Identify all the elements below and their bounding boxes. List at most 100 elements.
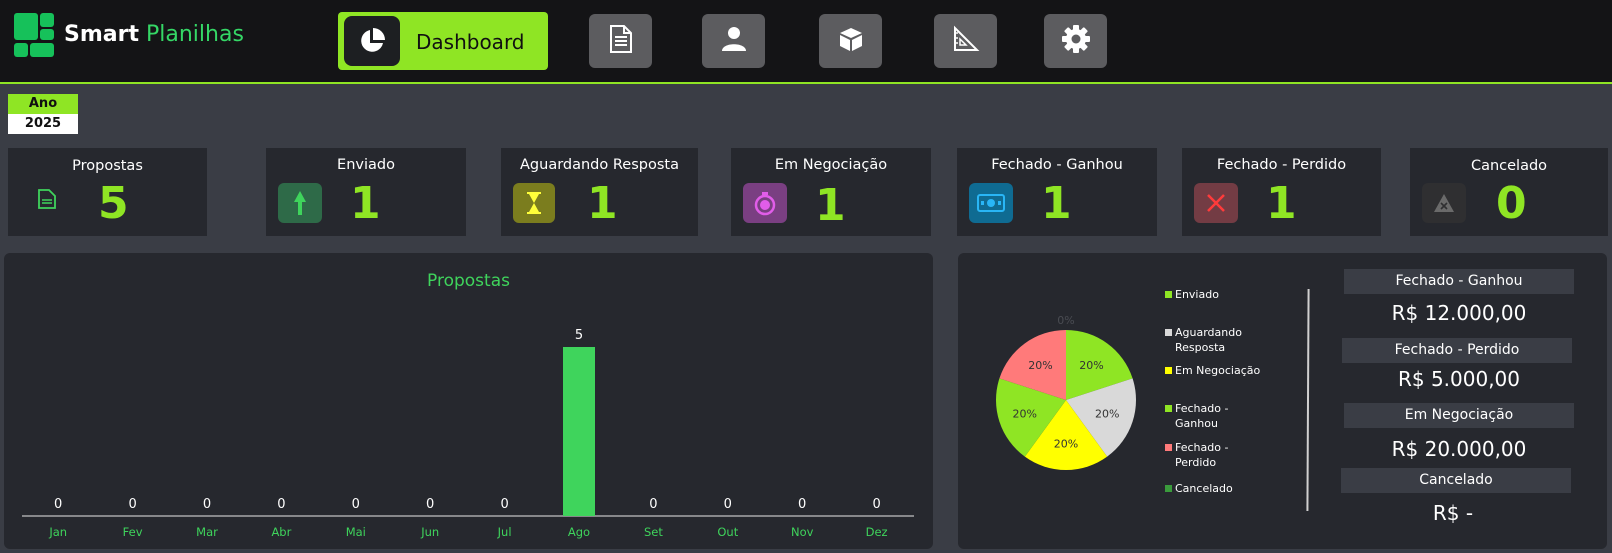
bar[interactable]	[563, 347, 595, 516]
x-tick-label: Jan	[48, 525, 67, 539]
legend-item: Em Negociação	[1165, 363, 1275, 378]
x-tick-label: Abr	[271, 525, 291, 539]
kpi-value: 1	[1041, 178, 1072, 229]
bar-value-label: 0	[798, 497, 806, 512]
legend-swatch	[1165, 485, 1172, 492]
stopwatch-icon	[743, 183, 787, 223]
legend-item: Cancelado	[1165, 481, 1275, 496]
box-icon	[838, 26, 864, 56]
x-tick-label: Nov	[791, 525, 814, 539]
kpi-label: Fechado - Perdido	[1216, 157, 1347, 173]
legend-label: Fechado - Ganhou	[1175, 402, 1229, 430]
year-filter-value[interactable]: 2025	[8, 114, 78, 134]
pie-slice[interactable]	[1066, 378, 1136, 457]
hourglass-icon	[513, 183, 555, 223]
nav-tools-button[interactable]	[934, 14, 997, 68]
bar-value-label: 0	[649, 497, 657, 512]
proposals-bar-chart-panel: Propostas 0 Jan 0 Fev 0 Mar 0 Abr 0 Mai 0 Jun 0 Jul 5 A…	[4, 253, 933, 549]
legend-swatch	[1165, 444, 1172, 451]
summary-header: Em Negociação	[1344, 403, 1574, 428]
legend-label: Fechado - Perdido	[1175, 441, 1229, 469]
divider	[1306, 288, 1310, 512]
logo-square	[14, 43, 28, 57]
kpi-label: Aguardando Resposta	[520, 157, 679, 173]
nav-settings-button[interactable]	[1044, 14, 1107, 68]
pie-data-label: 20%	[1054, 437, 1078, 450]
x-tick-label: Set	[644, 525, 663, 539]
kpi-card-cancelado: Cancelado 0	[1410, 148, 1608, 236]
nav-products-button[interactable]	[819, 14, 882, 68]
pie-slice[interactable]	[1024, 400, 1108, 470]
kpi-card-aguardando-resposta: Aguardando Resposta 1	[501, 148, 698, 236]
gear-icon	[1061, 24, 1091, 58]
year-filter-label: Ano	[8, 94, 78, 114]
brand-logo[interactable]: Smart Planilhas	[14, 13, 254, 59]
kpi-value: 1	[587, 178, 618, 229]
summary-value: R$ 20.000,00	[1391, 437, 1527, 461]
kpi-card-propostas: Propostas 5	[8, 148, 207, 236]
kpi-value: 1	[815, 180, 846, 231]
legend-label: Cancelado	[1175, 482, 1233, 495]
kpi-label: Cancelado	[1470, 158, 1548, 174]
pie-data-label: 20%	[1095, 407, 1119, 420]
x-tick-label: Out	[717, 525, 738, 539]
kpi-card-fechado-ganhou: Fechado - Ganhou 1	[957, 148, 1157, 236]
kpi-value: 5	[98, 178, 129, 229]
top-bar: Smart Planilhas Dashboard	[0, 0, 1612, 84]
bar-value-label: 0	[352, 497, 360, 512]
bar-value-label: 0	[724, 497, 732, 512]
x-tick-label: Mai	[346, 525, 366, 539]
kpi-card-em-negociacao: Em Negociação 1	[731, 148, 931, 236]
legend-swatch	[1165, 405, 1172, 412]
pie-slice[interactable]	[996, 378, 1066, 457]
kpi-value: 1	[1266, 178, 1297, 229]
nav-dashboard-button[interactable]: Dashboard	[338, 12, 548, 70]
status-pie-chart-panel: 20% 20% 20% 20% 20% 0% Enviado Aguardando Res…	[958, 253, 1607, 549]
nav-dashboard-label: Dashboard	[416, 30, 525, 54]
kpi-card-enviado: Enviado 1	[266, 148, 466, 236]
pie-slice[interactable]	[1066, 330, 1133, 400]
year-filter[interactable]: Ano 2025	[8, 94, 78, 134]
kpi-label: Em Negociação	[774, 157, 888, 173]
money-icon	[969, 183, 1013, 223]
bar-value-label: 0	[203, 497, 211, 512]
kpi-label: Enviado	[337, 157, 395, 173]
bar-value-label: 0	[500, 497, 508, 512]
chart-title: Propostas	[427, 271, 510, 291]
legend-swatch	[1165, 291, 1172, 298]
nav-clients-button[interactable]	[702, 14, 765, 68]
x-icon	[1194, 183, 1238, 223]
summary-header: Fechado - Perdido	[1342, 338, 1572, 363]
pie-chart: 20% 20% 20% 20% 20% 0%	[996, 314, 1136, 470]
summary-header: Fechado - Ganhou	[1344, 269, 1574, 294]
x-tick-label: Jun	[420, 525, 439, 539]
logo-square	[40, 13, 54, 27]
legend-swatch	[1165, 329, 1172, 336]
document-icon	[609, 25, 633, 57]
logo-square	[14, 13, 38, 40]
summary-value: R$ 12.000,00	[1391, 301, 1527, 325]
pie-data-label: 20%	[1012, 407, 1036, 420]
kpi-label: Fechado - Ganhou	[991, 157, 1123, 173]
pie-data-label: 20%	[1028, 359, 1052, 372]
kpi-value: 1	[350, 178, 381, 229]
legend-label: Enviado	[1175, 288, 1219, 301]
x-tick-label: Mar	[196, 525, 218, 539]
pie-data-label: 20%	[1079, 359, 1103, 372]
legend-item: Enviado	[1165, 287, 1275, 302]
file-icon	[32, 184, 62, 214]
bar-value-label: 0	[872, 497, 880, 512]
bar-value-label: 0	[426, 497, 434, 512]
pie-chart-icon	[344, 16, 400, 66]
user-icon	[721, 26, 747, 56]
ruler-icon	[952, 25, 980, 57]
x-tick-label: Dez	[866, 525, 888, 539]
legend-item: Fechado - Perdido	[1165, 440, 1275, 470]
legend-label: Em Negociação	[1175, 364, 1261, 377]
bar-value-label: 0	[277, 497, 285, 512]
arrow-up-icon	[278, 183, 322, 223]
logo-square	[40, 29, 54, 40]
nav-documents-button[interactable]	[589, 14, 652, 68]
x-tick-label: Fev	[123, 525, 143, 539]
pie-slice[interactable]	[999, 330, 1066, 400]
